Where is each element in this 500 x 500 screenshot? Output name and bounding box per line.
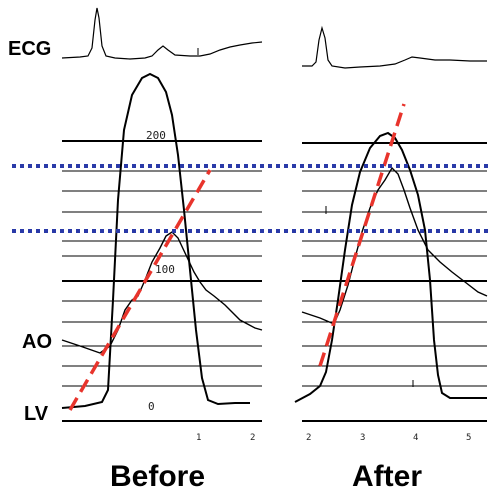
before-caption: Before xyxy=(110,460,205,493)
time-tick-before-1: 1 xyxy=(196,433,201,443)
ao-trace-before xyxy=(61,231,263,354)
time-tick-after-4: 4 xyxy=(413,433,418,443)
after-caption: After xyxy=(352,460,422,493)
dashed-slope-line-before xyxy=(68,169,212,411)
ecg-label: ECG xyxy=(8,38,51,60)
after-grid xyxy=(302,142,487,422)
scale-label-100: 100 xyxy=(155,263,175,276)
ecg-trace-before xyxy=(61,7,263,60)
dashed-slope-line-after xyxy=(318,103,406,367)
lv-label: LV xyxy=(24,403,49,425)
ao-label: AO xyxy=(22,331,52,353)
scale-label-200: 200 xyxy=(146,129,166,142)
time-tick-before-2: 2 xyxy=(250,433,255,443)
time-tick-after-2: 2 xyxy=(306,433,311,443)
lv-trace-after xyxy=(294,131,487,403)
time-tick-after-3: 3 xyxy=(360,433,365,443)
ecg-trace-after xyxy=(302,25,487,69)
time-tick-after-5: 5 xyxy=(466,433,471,443)
before-grid xyxy=(62,140,262,422)
scale-label-0: 0 xyxy=(148,400,155,413)
